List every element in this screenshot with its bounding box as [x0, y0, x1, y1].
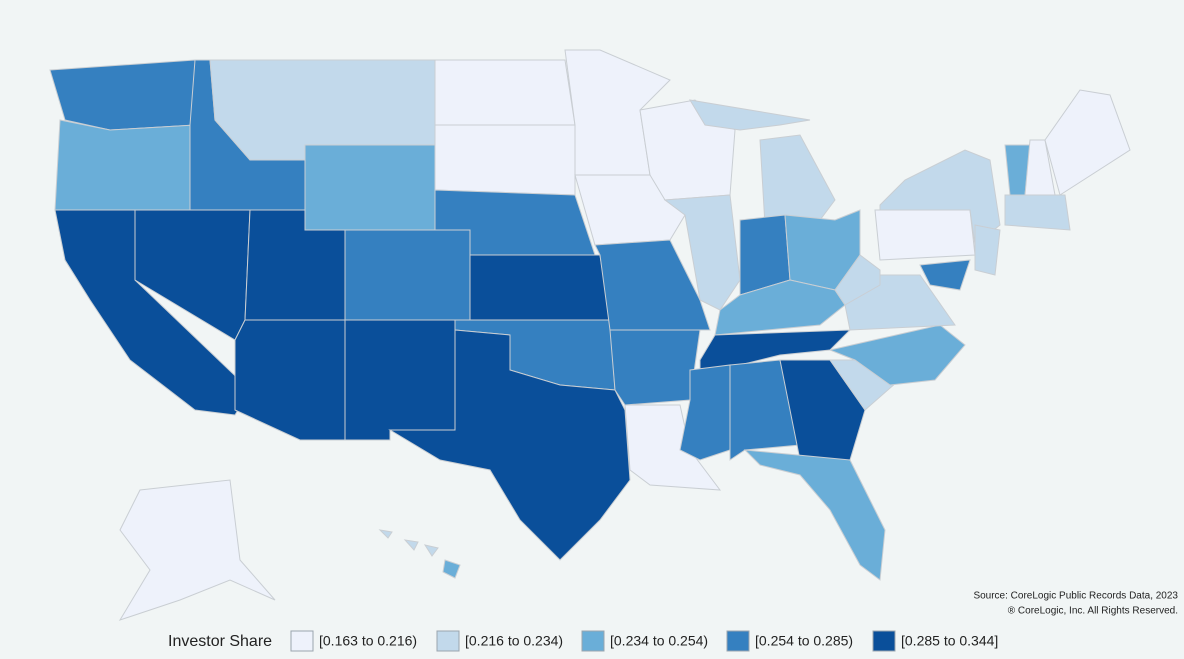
source-text: Source: CoreLogic Public Records Data, 2… — [973, 591, 1178, 602]
copyright-text: ® CoreLogic, Inc. All Rights Reserved. — [1008, 606, 1178, 617]
state — [442, 559, 461, 579]
state — [743, 449, 886, 581]
state — [434, 124, 576, 196]
legend-swatch — [436, 630, 460, 652]
state — [594, 239, 711, 331]
legend-label: [0.285 to 0.344] — [901, 633, 998, 649]
state — [974, 224, 1001, 276]
legend-label: [0.234 to 0.254) — [610, 633, 708, 649]
state — [1004, 194, 1071, 231]
state — [624, 404, 722, 491]
legend-swatch — [872, 630, 896, 652]
state — [879, 149, 1001, 246]
state — [54, 119, 196, 211]
state — [874, 209, 976, 261]
legend-title: Investor Share — [168, 633, 272, 650]
state — [388, 329, 631, 561]
legend-label: [0.163 to 0.216) — [319, 633, 417, 649]
state — [234, 319, 346, 441]
state — [304, 144, 436, 231]
state — [779, 359, 866, 461]
legend-swatch — [726, 630, 750, 652]
state — [118, 479, 276, 621]
state — [423, 544, 439, 557]
legend-label: [0.216 to 0.234) — [465, 633, 563, 649]
state — [689, 99, 811, 131]
state — [609, 329, 701, 406]
legend: [0.163 to 0.216) [0.216 to 0.234) [0.234 t… — [290, 630, 998, 652]
state — [759, 134, 836, 226]
state — [574, 174, 686, 246]
state — [469, 254, 611, 321]
state — [344, 319, 456, 441]
state — [403, 539, 419, 551]
state — [378, 529, 393, 539]
state — [344, 229, 471, 321]
state — [919, 259, 971, 291]
state — [49, 59, 196, 131]
state — [1044, 89, 1131, 196]
state — [434, 59, 576, 126]
legend-label: [0.254 to 0.285) — [755, 633, 853, 649]
legend-swatch — [290, 630, 314, 652]
legend-swatch — [581, 630, 605, 652]
state — [729, 359, 801, 461]
state — [834, 254, 881, 306]
states — [49, 49, 1131, 621]
